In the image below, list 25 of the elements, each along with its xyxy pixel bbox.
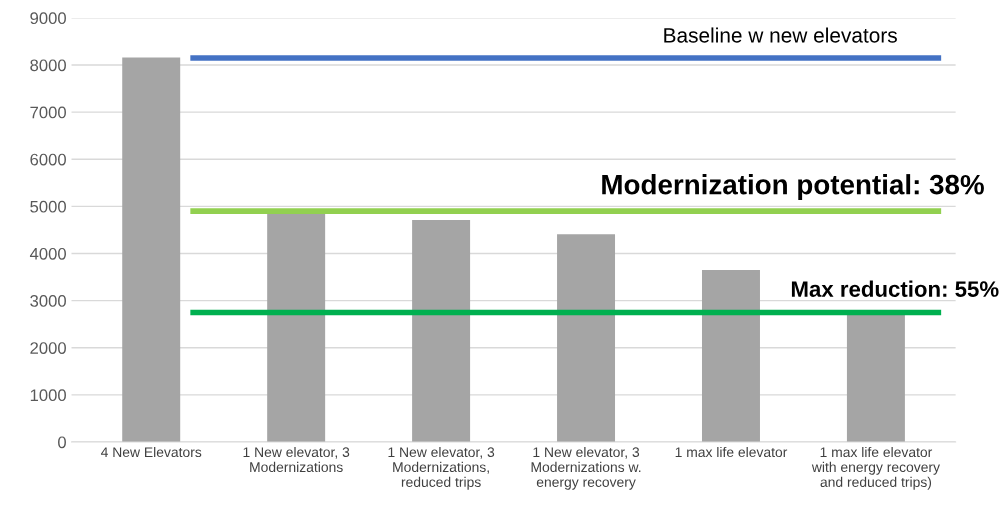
y-tick-label: 9000 [30, 12, 66, 25]
annotation: Modernization potential: 38% [602, 174, 984, 200]
y-tick-label: 0 [58, 436, 66, 449]
y-tick-label: 2000 [30, 342, 66, 354]
bar [267, 213, 326, 443]
bar [122, 57, 181, 443]
x-tick-label: 1 max life elevator with energy recovery and reduced trips) [811, 446, 940, 490]
y-tick-label: 5000 [30, 200, 66, 213]
y-tick-label: 6000 [30, 153, 66, 166]
annotation: Max reduction: 55% [791, 280, 999, 297]
bar [701, 270, 760, 443]
y-tick-label: 4000 [29, 247, 66, 260]
y-tick-label: 8000 [30, 59, 66, 72]
x-tick-label: 1 max life elevator [675, 446, 788, 458]
x-tick-label: 1 New elevator, 3 Modernizations, reduced trips [388, 446, 495, 490]
bar [557, 234, 616, 443]
x-tick-label: 4 New Elevators [100, 446, 202, 458]
y-tick-label: 1000 [30, 389, 66, 402]
ref-line-label: Baseline w new elevators [664, 27, 897, 43]
x-tick-label: 1 New elevator, 3 Modernizations w. energy recovery [531, 446, 641, 490]
y-tick-label: 3000 [30, 295, 66, 307]
bar [412, 220, 471, 443]
x-tick-label: 1 New elevator, 3 Modernizations [243, 446, 350, 473]
bar [846, 312, 905, 443]
y-tick-label: 7000 [30, 106, 66, 119]
